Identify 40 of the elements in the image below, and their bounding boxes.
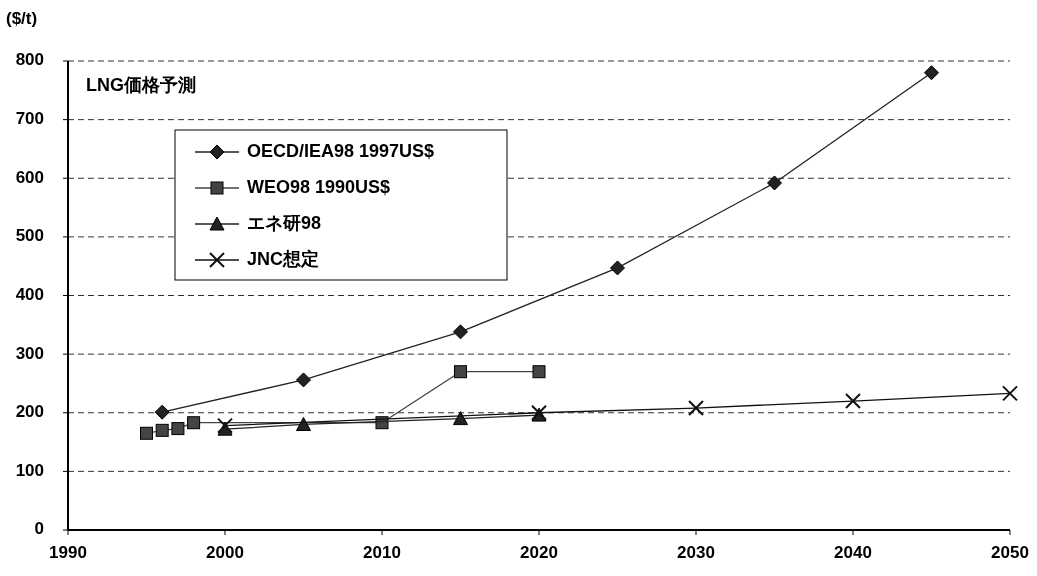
point <box>924 65 939 81</box>
point <box>454 365 467 379</box>
y-tick-label: 400 <box>15 284 44 304</box>
x-tick-label: 2040 <box>834 543 872 562</box>
point <box>154 404 170 420</box>
point <box>1002 385 1018 402</box>
point <box>296 416 311 431</box>
legend-label: JNC想定 <box>247 248 320 269</box>
legend-label: WEO98 1990US$ <box>247 176 391 197</box>
y-axis-title: ($/t) <box>6 9 38 28</box>
point <box>610 260 625 276</box>
point <box>155 423 169 437</box>
point <box>453 324 468 340</box>
point <box>140 426 153 440</box>
x-tick-label: 1990 <box>49 543 87 562</box>
y-tick-label: 700 <box>15 109 44 129</box>
point <box>453 411 468 426</box>
x-tick-label: 2020 <box>520 543 558 562</box>
point <box>845 393 861 410</box>
x-tick-label: 2050 <box>991 543 1029 562</box>
point <box>532 365 546 379</box>
y-tick-label: 0 <box>34 519 44 539</box>
point <box>767 175 782 191</box>
text: LNG価格予測 <box>86 75 196 95</box>
point <box>171 422 185 436</box>
y-tick-label: 100 <box>15 460 44 480</box>
y-tick-label: 800 <box>15 50 44 70</box>
point <box>688 400 704 417</box>
point <box>217 417 233 434</box>
y-tick-label: 600 <box>15 167 44 187</box>
point <box>296 372 311 388</box>
x-tick-label: 2030 <box>677 543 715 562</box>
point <box>187 416 201 430</box>
y-tick-label: 200 <box>15 402 44 422</box>
x-tick-label: 2000 <box>206 543 244 562</box>
y-tick-label: 500 <box>15 226 44 246</box>
x-tick-label: 2010 <box>363 543 401 562</box>
y-tick-label: 300 <box>15 343 44 363</box>
legend-label: エネ研98 <box>247 212 322 233</box>
legend-label: OECD/IEA98 1997US$ <box>247 140 435 161</box>
